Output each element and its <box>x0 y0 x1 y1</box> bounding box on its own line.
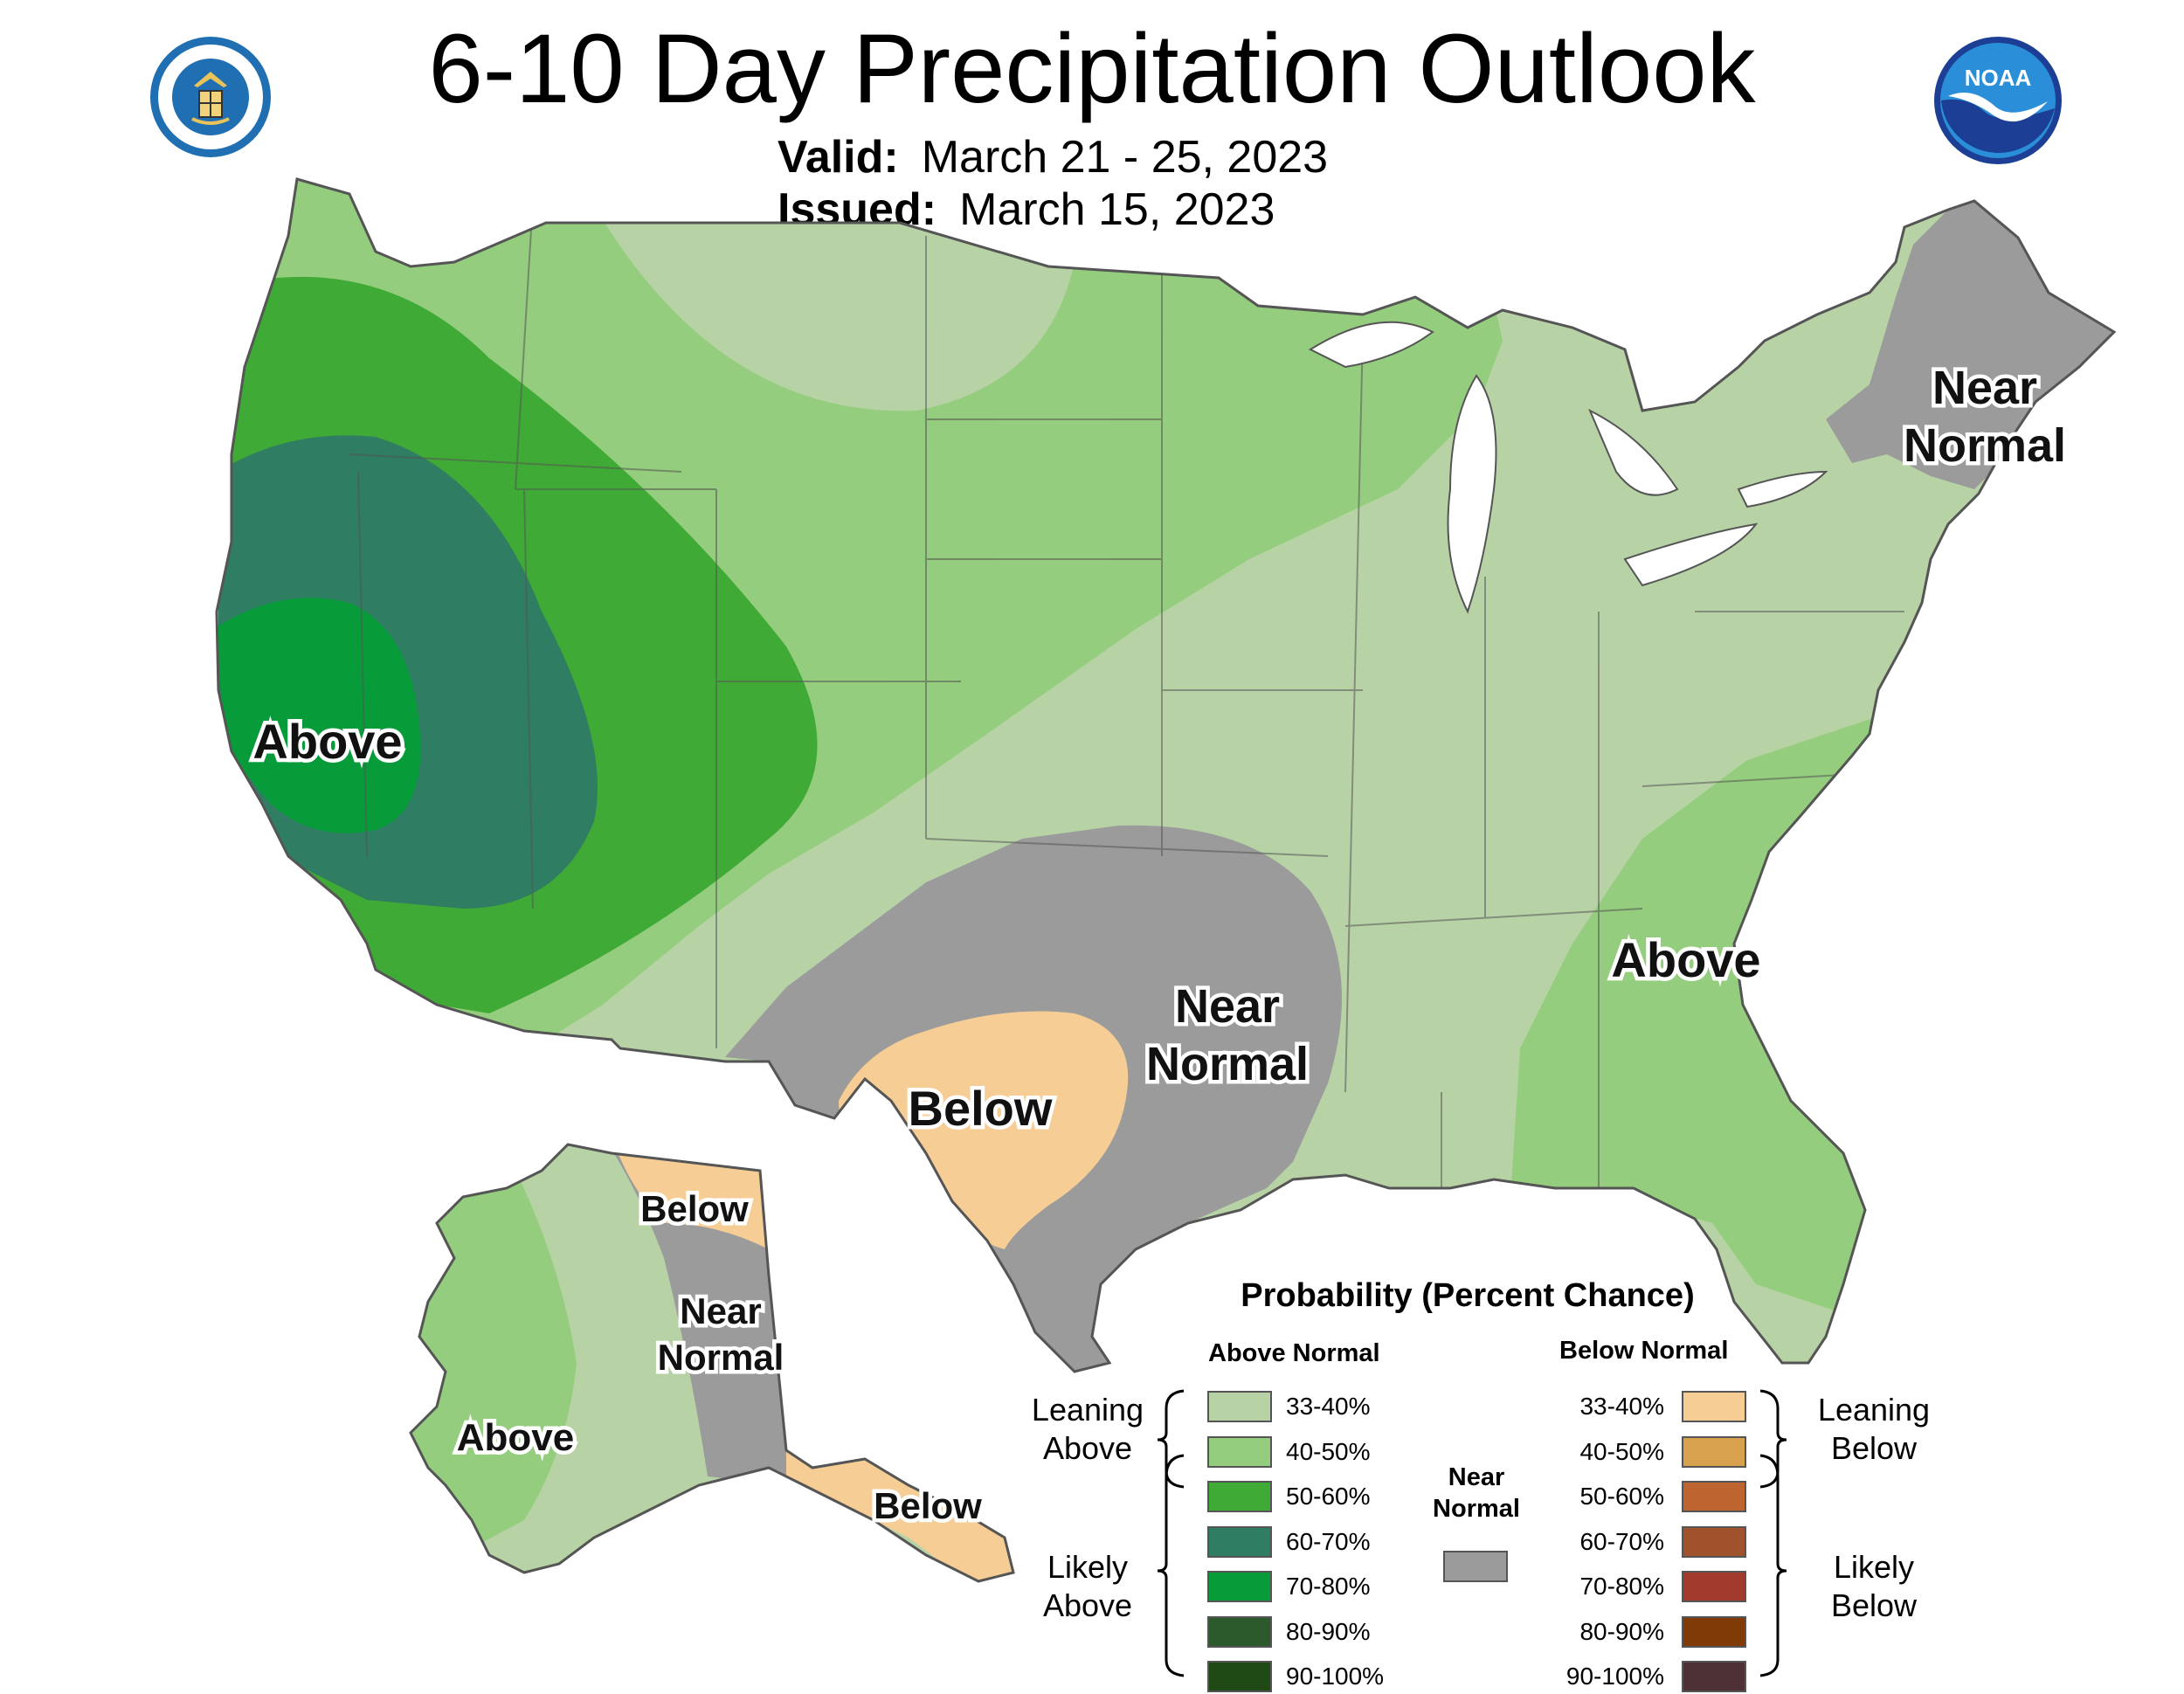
ak-near-label-line2: Normal <box>658 1337 784 1378</box>
legend-below-swatch <box>1682 1481 1746 1512</box>
legend-leaning-below-label: Leaning Below <box>1817 1392 1931 1466</box>
legend-below-percent-label: 70-80% <box>1579 1573 1664 1600</box>
legend-likely-above-label: Likely Above <box>1042 1549 1133 1623</box>
state-boundaries <box>349 200 1949 1188</box>
ak-south-below-label: Below <box>874 1485 982 1526</box>
legend-below-swatch <box>1682 1435 1746 1468</box>
ak-north-below-label: Below <box>640 1188 749 1229</box>
legend-below-row: 50-60% <box>0 1479 2184 1514</box>
legend-above-row: 80-90% <box>0 1614 2184 1649</box>
legend-below-swatch <box>1682 1661 1746 1692</box>
legend-above-row: 50-60% <box>0 1479 2184 1514</box>
issued-value: March 15, 2023 <box>959 184 1275 235</box>
legend-above-swatch <box>1207 1391 1272 1422</box>
legend-below-percent-label: 90-100% <box>1565 1663 1664 1690</box>
southeast-above-label: Above <box>1611 932 1760 987</box>
near-normal-northeast-area <box>1826 201 2114 489</box>
legend-below-row: 40-50% <box>0 1435 2184 1469</box>
west-above-label: Above <box>252 714 402 769</box>
legend-above-percent-label: 80-90% <box>1286 1617 1371 1645</box>
legend-likely-below-label: Likely Below <box>1830 1549 1918 1623</box>
valid-label: Valid: <box>778 132 899 183</box>
brace-likely-below <box>1759 1454 1787 1677</box>
legend-above-percent-label: 90-100% <box>1286 1663 1385 1690</box>
northeast-near-label-line2: Normal <box>1904 419 2066 472</box>
legend-below-row: 80-90% <box>0 1614 2184 1649</box>
legend-above-swatch <box>1207 1481 1272 1512</box>
texas-below-label: Below <box>909 1081 1053 1136</box>
legend-near-normal-swatch <box>1443 1551 1508 1582</box>
noaa-logo-icon: NOAA <box>1934 37 2062 164</box>
department-of-commerce-seal-icon <box>150 37 271 157</box>
legend-below-swatch <box>1682 1571 1746 1602</box>
legend-title: Probability (Percent Chance) <box>1241 1277 1695 1314</box>
legend-below-percent-label: 50-60% <box>1579 1483 1664 1510</box>
legend-above-percent-label: 50-60% <box>1286 1483 1371 1510</box>
legend-above-percent-label: 70-80% <box>1286 1573 1371 1600</box>
legend-below-header: Below Normal <box>1559 1337 1729 1365</box>
legend-above-percent-label: 33-40% <box>1286 1393 1371 1420</box>
legend-below-percent-label: 33-40% <box>1579 1393 1664 1420</box>
legend-above-swatch <box>1207 1435 1272 1468</box>
northeast-near-label-line1: Near <box>1932 362 2037 414</box>
legend-below-row: 33-40% <box>0 1389 2184 1424</box>
valid-dates: Valid: March 21 - 25, 2023 <box>778 131 1328 183</box>
legend-above-row: 33-40% <box>0 1389 2184 1424</box>
legend-below-swatch <box>1682 1615 1746 1648</box>
south-plains-near-label-line2: Normal <box>1146 1038 1309 1090</box>
legend-above-row: 60-70% <box>0 1525 2184 1559</box>
valid-value: March 21 - 25, 2023 <box>921 132 1329 183</box>
legend-below-percent-label: 60-70% <box>1579 1527 1664 1555</box>
legend-above-percent-label: 40-50% <box>1286 1437 1371 1465</box>
south-plains-near-label-line1: Near <box>1175 980 1280 1033</box>
page-title: 6-10 Day Precipitation Outlook <box>428 14 1756 123</box>
legend-below-percent-label: 80-90% <box>1579 1617 1664 1645</box>
legend-below-row: 70-80% <box>0 1569 2184 1604</box>
legend-below-swatch <box>1682 1525 1746 1558</box>
great-lakes <box>1308 321 1828 614</box>
legend-below-row: 60-70% <box>0 1525 2184 1559</box>
legend-above-swatch <box>1207 1615 1272 1648</box>
legend-above-row: 40-50% <box>0 1435 2184 1469</box>
legend-above-swatch <box>1207 1525 1272 1558</box>
legend-below-swatch <box>1682 1391 1746 1422</box>
ak-near-label-line1: Near <box>680 1290 761 1331</box>
ak-above-label: Above <box>457 1416 574 1459</box>
legend-leaning-above-label: Leaning Above <box>1031 1392 1144 1466</box>
brace-likely-above <box>1157 1454 1185 1677</box>
above-70-80-west-area <box>217 598 421 833</box>
legend-below-row: 90-100% <box>0 1659 2184 1694</box>
legend-below-percent-label: 40-50% <box>1579 1437 1664 1465</box>
below-33-40-texas-area <box>839 1011 1129 1249</box>
legend-above-row: 70-80% <box>0 1569 2184 1604</box>
legend-above-swatch <box>1207 1571 1272 1602</box>
noaa-logo-text: NOAA <box>1965 65 2032 91</box>
legend-above-header: Above Normal <box>1208 1339 1380 1367</box>
legend-near-normal-label: Near Normal <box>1433 1463 1520 1523</box>
legend-above-percent-label: 60-70% <box>1286 1527 1371 1555</box>
